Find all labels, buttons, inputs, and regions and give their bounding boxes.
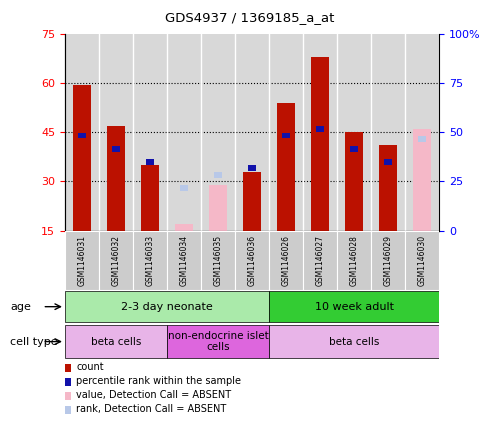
Text: GSM1146033: GSM1146033 xyxy=(145,235,154,286)
Bar xyxy=(167,325,269,358)
Text: GSM1146032: GSM1146032 xyxy=(111,235,120,286)
Bar xyxy=(269,325,439,358)
Text: non-endocrine islet
cells: non-endocrine islet cells xyxy=(168,331,268,352)
Bar xyxy=(371,231,405,290)
Bar xyxy=(405,231,439,290)
Bar xyxy=(209,185,228,231)
Bar xyxy=(418,136,426,142)
Bar xyxy=(107,126,125,231)
Text: GSM1146034: GSM1146034 xyxy=(180,235,189,286)
Bar xyxy=(99,231,133,290)
Text: GSM1146028: GSM1146028 xyxy=(350,235,359,286)
Bar xyxy=(65,231,99,290)
Bar xyxy=(243,172,261,231)
Text: GDS4937 / 1369185_a_at: GDS4937 / 1369185_a_at xyxy=(165,11,334,24)
Text: percentile rank within the sample: percentile rank within the sample xyxy=(76,376,241,386)
Bar xyxy=(384,159,392,165)
Text: 2-3 day neonate: 2-3 day neonate xyxy=(121,302,213,312)
Bar xyxy=(201,231,235,290)
Bar xyxy=(141,165,159,231)
Bar xyxy=(235,231,269,290)
Bar xyxy=(167,231,201,290)
Bar xyxy=(133,231,167,290)
Bar xyxy=(303,231,337,290)
Bar xyxy=(345,132,363,231)
Text: GSM1146026: GSM1146026 xyxy=(281,235,290,286)
Bar xyxy=(337,231,371,290)
Bar xyxy=(379,146,397,231)
Text: count: count xyxy=(76,362,104,372)
Bar xyxy=(350,146,358,151)
Bar xyxy=(269,291,439,322)
Bar xyxy=(65,325,167,358)
Text: GSM1146029: GSM1146029 xyxy=(384,235,393,286)
Text: rank, Detection Call = ABSENT: rank, Detection Call = ABSENT xyxy=(76,404,227,414)
Text: value, Detection Call = ABSENT: value, Detection Call = ABSENT xyxy=(76,390,231,400)
Bar xyxy=(65,291,269,322)
Bar xyxy=(146,159,154,165)
Text: beta cells: beta cells xyxy=(91,337,141,346)
Bar xyxy=(78,132,86,138)
Text: GSM1146030: GSM1146030 xyxy=(418,235,427,286)
Text: beta cells: beta cells xyxy=(329,337,379,346)
Text: cell type: cell type xyxy=(10,337,57,346)
Bar xyxy=(316,126,324,132)
Bar xyxy=(269,231,303,290)
Text: 10 week adult: 10 week adult xyxy=(314,302,394,312)
Bar xyxy=(214,172,222,178)
Text: GSM1146031: GSM1146031 xyxy=(77,235,86,286)
Bar xyxy=(413,129,432,231)
Text: GSM1146036: GSM1146036 xyxy=(248,235,256,286)
Text: GSM1146027: GSM1146027 xyxy=(315,235,324,286)
Text: GSM1146035: GSM1146035 xyxy=(214,235,223,286)
Bar xyxy=(311,57,329,231)
Text: age: age xyxy=(10,302,31,312)
Bar xyxy=(418,136,426,142)
Bar xyxy=(180,185,188,191)
Bar xyxy=(175,224,193,231)
Bar xyxy=(112,146,120,151)
Bar xyxy=(72,85,91,231)
Bar xyxy=(248,165,256,171)
Bar xyxy=(276,103,295,231)
Bar xyxy=(282,132,290,138)
